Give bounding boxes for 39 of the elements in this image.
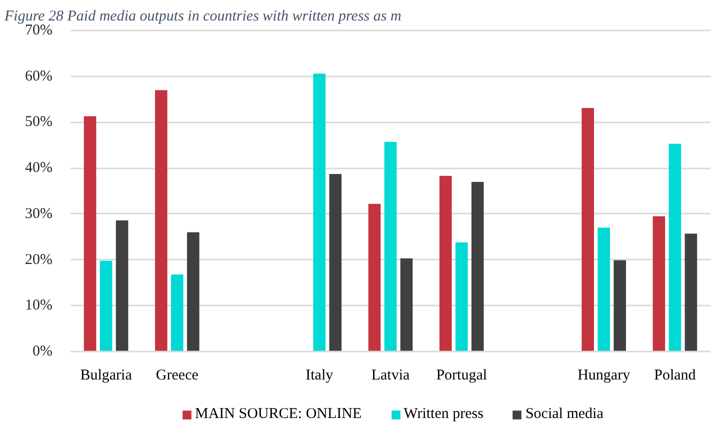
y-tick-label: 50%: [25, 114, 53, 130]
bar: [400, 258, 413, 352]
y-tick-label: 10%: [25, 298, 53, 314]
bar: [155, 90, 168, 352]
x-tick-label: Poland: [654, 368, 696, 384]
y-tick-label: 60%: [25, 68, 53, 84]
bar: [171, 274, 184, 352]
x-tick-label: Hungary: [578, 368, 631, 384]
legend-label: Written press: [404, 406, 484, 423]
bar: [455, 242, 468, 352]
bar: [100, 260, 112, 352]
bar: [384, 142, 397, 352]
y-tick-label: 20%: [25, 252, 53, 268]
x-tick-label: Greece: [156, 368, 199, 384]
bar: [329, 174, 342, 352]
y-tick-label: 70%: [25, 22, 53, 38]
bar: [439, 176, 452, 352]
bar: [582, 108, 594, 352]
bar: [313, 74, 326, 352]
y-tick-label: 40%: [25, 160, 53, 176]
bar: [84, 116, 96, 352]
bar: [187, 232, 200, 352]
legend-label: Social media: [525, 406, 604, 423]
bar: [614, 260, 626, 352]
chart-title: Figure 28 Paid media outputs in countries with written press as m: [4, 8, 402, 24]
bar: [598, 228, 610, 352]
legend-label: MAIN SOURCE: ONLINE: [195, 406, 362, 423]
x-tick-label: Portugal: [436, 368, 488, 384]
x-tick-label: Italy: [306, 368, 334, 384]
bar: [652, 216, 666, 352]
y-tick-label: 0%: [32, 344, 53, 360]
bar: [471, 182, 484, 352]
bar: [116, 220, 128, 352]
x-tick-label: Bulgaria: [80, 368, 132, 384]
bar: [684, 234, 698, 352]
bar: [368, 204, 381, 352]
bar: [668, 144, 682, 352]
y-tick-label: 30%: [25, 206, 53, 222]
x-tick-label: Latvia: [371, 368, 410, 384]
